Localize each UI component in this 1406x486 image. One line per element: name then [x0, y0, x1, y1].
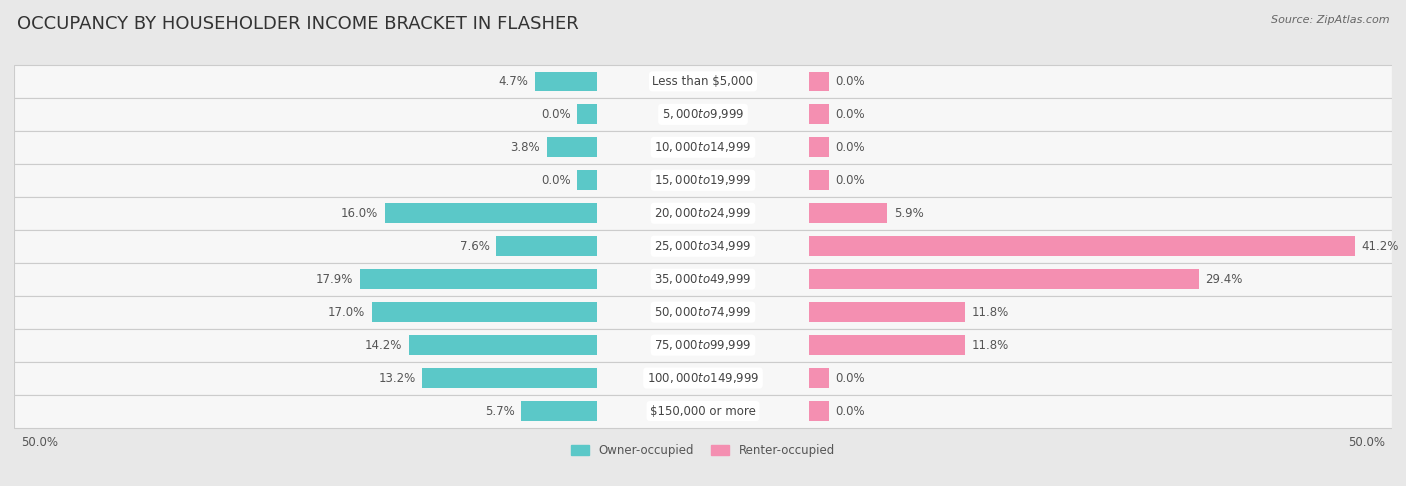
Text: 0.0%: 0.0% — [835, 174, 865, 187]
Text: $50,000 to $74,999: $50,000 to $74,999 — [654, 305, 752, 319]
Text: 41.2%: 41.2% — [1361, 240, 1399, 253]
Bar — [808, 138, 830, 157]
Text: 3.8%: 3.8% — [510, 141, 540, 154]
Bar — [808, 269, 1198, 289]
FancyBboxPatch shape — [14, 395, 1392, 428]
Text: 17.0%: 17.0% — [328, 306, 366, 319]
Bar — [576, 171, 598, 190]
Text: $10,000 to $14,999: $10,000 to $14,999 — [654, 140, 752, 155]
Text: 7.6%: 7.6% — [460, 240, 489, 253]
Bar — [576, 104, 598, 124]
Bar — [385, 203, 598, 223]
Text: 4.7%: 4.7% — [498, 75, 529, 88]
Text: 0.0%: 0.0% — [835, 108, 865, 121]
FancyBboxPatch shape — [14, 362, 1392, 395]
Text: 50.0%: 50.0% — [21, 436, 58, 449]
Text: $15,000 to $19,999: $15,000 to $19,999 — [654, 174, 752, 187]
Text: 13.2%: 13.2% — [378, 372, 416, 384]
Text: $75,000 to $99,999: $75,000 to $99,999 — [654, 338, 752, 352]
FancyBboxPatch shape — [14, 197, 1392, 230]
Text: 29.4%: 29.4% — [1205, 273, 1243, 286]
Legend: Owner-occupied, Renter-occupied: Owner-occupied, Renter-occupied — [567, 439, 839, 462]
FancyBboxPatch shape — [14, 98, 1392, 131]
Bar — [496, 236, 598, 256]
FancyBboxPatch shape — [14, 65, 1392, 98]
Text: $5,000 to $9,999: $5,000 to $9,999 — [662, 107, 744, 122]
Bar — [534, 71, 598, 91]
Bar — [808, 368, 830, 388]
Text: 0.0%: 0.0% — [835, 75, 865, 88]
Text: 14.2%: 14.2% — [366, 339, 402, 351]
Text: 5.7%: 5.7% — [485, 404, 515, 417]
Text: $20,000 to $24,999: $20,000 to $24,999 — [654, 206, 752, 220]
Bar — [808, 71, 830, 91]
Bar — [808, 236, 1355, 256]
FancyBboxPatch shape — [14, 230, 1392, 263]
FancyBboxPatch shape — [14, 329, 1392, 362]
Text: 0.0%: 0.0% — [835, 141, 865, 154]
Text: 0.0%: 0.0% — [835, 404, 865, 417]
Bar — [371, 302, 598, 322]
FancyBboxPatch shape — [14, 295, 1392, 329]
FancyBboxPatch shape — [14, 131, 1392, 164]
Bar — [409, 335, 598, 355]
Text: 50.0%: 50.0% — [1348, 436, 1385, 449]
Bar — [808, 171, 830, 190]
Bar — [808, 335, 966, 355]
Text: 0.0%: 0.0% — [541, 174, 571, 187]
Text: OCCUPANCY BY HOUSEHOLDER INCOME BRACKET IN FLASHER: OCCUPANCY BY HOUSEHOLDER INCOME BRACKET … — [17, 15, 579, 33]
Text: $25,000 to $34,999: $25,000 to $34,999 — [654, 239, 752, 253]
Text: 0.0%: 0.0% — [541, 108, 571, 121]
Text: 17.9%: 17.9% — [316, 273, 353, 286]
Text: 16.0%: 16.0% — [342, 207, 378, 220]
Bar — [522, 401, 598, 421]
Text: 11.8%: 11.8% — [972, 306, 1010, 319]
Bar — [808, 104, 830, 124]
Bar — [808, 302, 966, 322]
Bar — [808, 401, 830, 421]
Bar — [360, 269, 598, 289]
Text: $35,000 to $49,999: $35,000 to $49,999 — [654, 272, 752, 286]
Text: $150,000 or more: $150,000 or more — [650, 404, 756, 417]
FancyBboxPatch shape — [14, 164, 1392, 197]
Text: $100,000 to $149,999: $100,000 to $149,999 — [647, 371, 759, 385]
Text: 5.9%: 5.9% — [894, 207, 924, 220]
FancyBboxPatch shape — [14, 263, 1392, 295]
Text: Source: ZipAtlas.com: Source: ZipAtlas.com — [1271, 15, 1389, 25]
Bar — [422, 368, 598, 388]
Text: Less than $5,000: Less than $5,000 — [652, 75, 754, 88]
Text: 0.0%: 0.0% — [835, 372, 865, 384]
Bar — [808, 203, 887, 223]
Bar — [547, 138, 598, 157]
Text: 11.8%: 11.8% — [972, 339, 1010, 351]
